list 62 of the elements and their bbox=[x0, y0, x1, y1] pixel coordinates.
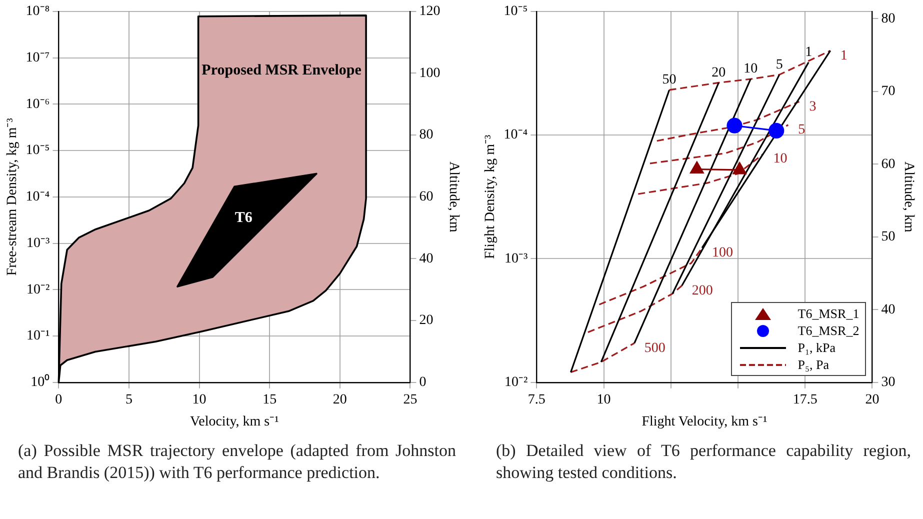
annotation: 1 bbox=[840, 48, 848, 64]
annotation: 500 bbox=[644, 340, 666, 356]
x-tick-label: 17.5 bbox=[792, 392, 818, 408]
legend-label: T6_MSR_1 bbox=[798, 306, 860, 322]
x-tick-label: 25 bbox=[403, 392, 418, 408]
legend-label: P₅, Pa bbox=[798, 356, 830, 373]
x-tick-label: 0 bbox=[55, 392, 62, 408]
x-tick-label: 10 bbox=[596, 392, 611, 408]
y2-axis-title: Altitude, km bbox=[446, 162, 461, 232]
y-tick-label: 10⁻⁶ bbox=[26, 96, 50, 112]
x-tick-label: 20 bbox=[865, 392, 880, 408]
y2-tick-label: 120 bbox=[419, 4, 440, 20]
y2-tick-label: 20 bbox=[419, 313, 434, 328]
y2-tick-label: 100 bbox=[419, 66, 440, 81]
y-axis-title: Free-stream Density, kg m⁻³ bbox=[5, 118, 20, 276]
y2-tick-label: 40 bbox=[419, 251, 434, 266]
y2-tick-label: 60 bbox=[881, 156, 896, 172]
annotation: 1 bbox=[805, 44, 812, 60]
y-tick-label: 10⁻³ bbox=[504, 251, 528, 266]
y-axis-title: Flight Density, kg m⁻³ bbox=[483, 134, 498, 259]
y2-tick-label: 50 bbox=[881, 230, 896, 245]
annotation: 3 bbox=[809, 99, 816, 114]
annotation: T6 bbox=[234, 210, 253, 226]
x-tick-label: 7.5 bbox=[528, 392, 546, 408]
annotation: 5 bbox=[776, 57, 783, 72]
x-tick-label: 15 bbox=[262, 392, 277, 408]
y-tick-label: 10⁻⁴ bbox=[26, 190, 50, 205]
y-tick-label: 10⁻⁸ bbox=[26, 4, 50, 20]
y-tick-label: 10⁻² bbox=[26, 282, 50, 298]
y-tick-label: 10⁻⁵ bbox=[504, 4, 528, 20]
y-tick-label: 10⁻¹ bbox=[26, 328, 50, 344]
x-axis-title: Velocity, km s⁻¹ bbox=[190, 414, 279, 430]
annotation: Proposed MSR Envelope bbox=[202, 62, 362, 79]
y-tick-label: 10⁻⁷ bbox=[26, 50, 50, 66]
y2-tick-label: 80 bbox=[881, 11, 896, 26]
legend-label: T6_MSR_2 bbox=[798, 322, 860, 339]
y2-tick-label: 70 bbox=[881, 84, 896, 100]
y-tick-label: 10⁻³ bbox=[26, 236, 50, 251]
y2-tick-label: 40 bbox=[881, 302, 896, 318]
y-tick-label: 10⁰ bbox=[30, 374, 50, 390]
x-axis-title: Flight Velocity, km s⁻¹ bbox=[642, 414, 768, 430]
y2-tick-label: 80 bbox=[419, 128, 434, 143]
y2-tick-label: 60 bbox=[419, 190, 434, 205]
annotation: 20 bbox=[712, 65, 726, 80]
y2-axis-title: Altitude, km bbox=[900, 162, 916, 232]
y2-tick-label: 0 bbox=[419, 375, 426, 390]
text: (a) Possible MSR trajectory envelope (adapted from Johnston and Brandis (2015)) with T6 performance prediction. bbox=[18, 440, 456, 484]
y-tick-label: 10⁻⁵ bbox=[26, 143, 50, 158]
annotation: 10 bbox=[744, 62, 758, 77]
text: (b) Detailed view of T6 performance capability region, showing tested conditions. bbox=[496, 440, 911, 484]
x-tick-label: 5 bbox=[125, 392, 132, 408]
x-tick-label: 10 bbox=[192, 392, 206, 408]
annotation: 100 bbox=[712, 245, 734, 260]
legend-label: P₁, kPa bbox=[798, 340, 836, 356]
annotation: 50 bbox=[662, 72, 676, 88]
annotation: 10 bbox=[773, 152, 788, 167]
y-tick-label: 10⁻² bbox=[504, 375, 528, 390]
annotation: 5 bbox=[798, 122, 806, 138]
annotation: 200 bbox=[692, 283, 713, 298]
y-tick-label: 10⁻⁴ bbox=[504, 128, 528, 143]
y2-tick-label: 30 bbox=[881, 375, 896, 390]
x-tick-label: 20 bbox=[332, 392, 347, 408]
